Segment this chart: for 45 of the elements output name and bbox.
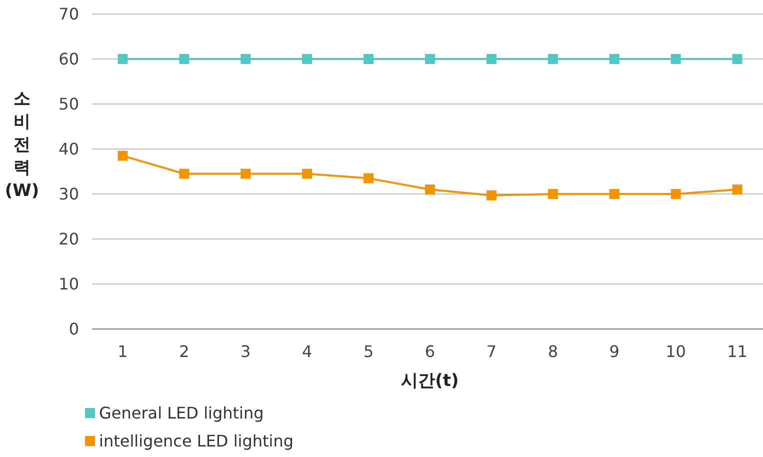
point xyxy=(240,54,251,64)
x-tick-label: 6 xyxy=(424,342,436,361)
legend-label: General LED lighting xyxy=(99,404,264,423)
point xyxy=(732,184,742,194)
x-tick-label: 2 xyxy=(179,342,190,361)
point xyxy=(118,150,128,161)
x-tick-label: 8 xyxy=(548,342,558,361)
y-tick-label: 40 xyxy=(58,140,79,159)
legend-label: intelligence LED lighting xyxy=(99,432,294,451)
point xyxy=(425,184,435,194)
point xyxy=(486,54,496,64)
y-tick-label: 0 xyxy=(68,320,79,339)
point xyxy=(302,168,312,179)
point xyxy=(670,189,681,199)
point xyxy=(486,190,496,200)
x-tick-label: 4 xyxy=(302,342,312,361)
x-tick-label: 11 xyxy=(727,342,748,361)
point xyxy=(732,54,742,64)
point xyxy=(609,189,620,199)
point xyxy=(548,189,558,199)
point xyxy=(179,168,190,179)
x-axis-title: 시간(t) xyxy=(401,371,459,391)
y-tick-label: 50 xyxy=(58,94,79,114)
point xyxy=(670,54,681,64)
point xyxy=(425,54,435,64)
point xyxy=(609,54,620,64)
y-axis-title: 소비전력(W) xyxy=(4,89,40,201)
point xyxy=(548,54,558,64)
y-tick-label: 20 xyxy=(58,230,79,249)
y-tick-label: 30 xyxy=(58,184,79,204)
x-tick-label: 3 xyxy=(240,342,251,361)
y-tick-label: 60 xyxy=(58,50,79,69)
point xyxy=(302,54,312,64)
point xyxy=(240,168,251,179)
point xyxy=(179,54,190,64)
x-tick-label: 1 xyxy=(118,342,128,361)
point xyxy=(364,173,374,184)
point xyxy=(118,54,128,64)
x-tick-label: 5 xyxy=(363,342,374,361)
y-tick-label: 10 xyxy=(58,274,79,294)
x-tick-label: 10 xyxy=(666,342,686,361)
x-tick-label: 7 xyxy=(486,342,497,361)
point xyxy=(364,54,374,64)
x-tick-label: 9 xyxy=(609,342,620,361)
y-tick-label: 70 xyxy=(58,4,79,24)
